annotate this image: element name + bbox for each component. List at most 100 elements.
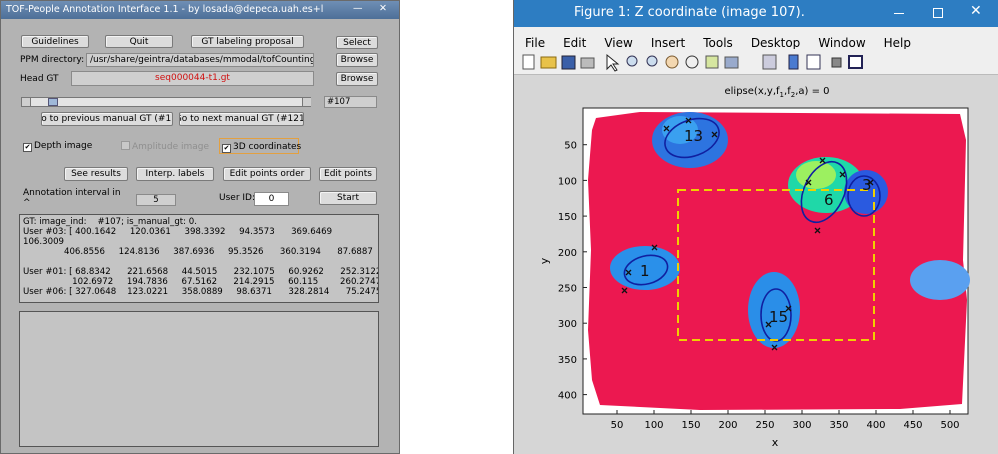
checkbox[interactable]: Amplitude image xyxy=(121,141,209,152)
zoom-out-icon[interactable] xyxy=(647,56,657,66)
y-tick-label: 250 xyxy=(558,284,577,295)
menu-item[interactable]: Help xyxy=(884,36,911,50)
minimize-button[interactable]: — xyxy=(353,3,363,14)
toolbar xyxy=(514,49,998,75)
rotate-icon[interactable] xyxy=(686,56,698,68)
y-tick-label: 350 xyxy=(558,355,577,366)
menu-item[interactable]: Desktop xyxy=(751,36,801,50)
menu-item[interactable]: View xyxy=(604,36,632,50)
zoom-in-icon[interactable] xyxy=(627,56,637,66)
gt-proposal-button[interactable]: GT labeling proposal xyxy=(191,35,304,48)
x-tick-label: 350 xyxy=(829,420,848,431)
prev-gt-button[interactable]: Go to previous manual GT (#1... xyxy=(41,112,173,126)
title-part: elipse(x,y,f xyxy=(725,86,781,97)
start-button[interactable]: Start xyxy=(319,191,377,205)
results-text-area[interactable]: GT: image_ind: #107; is_manual_gt: 0.Use… xyxy=(19,214,379,303)
checkbox-label: Amplitude image xyxy=(132,142,209,152)
text-line: 406.8556 124.8136 387.6936 95.3526 360.3… xyxy=(23,247,375,257)
checkbox[interactable]: ✔Depth image xyxy=(23,141,92,152)
hide-icon[interactable] xyxy=(832,58,841,67)
pointer-icon[interactable] xyxy=(607,55,618,71)
maximize-button[interactable] xyxy=(933,8,943,18)
x-tick-label: 500 xyxy=(940,420,959,431)
x-tick-label: 100 xyxy=(644,420,663,431)
browse-button[interactable]: Browse xyxy=(336,72,378,86)
text-line: 102.6972 194.7836 67.5162 214.2915 60.11… xyxy=(23,277,375,287)
interp-button[interactable]: Interp. labels xyxy=(136,167,214,181)
head-field[interactable]: seq000044-t1.gt xyxy=(71,71,314,86)
y-tick-label: 300 xyxy=(558,319,577,330)
person-label: 6 xyxy=(824,191,834,209)
minimize-button[interactable] xyxy=(894,13,904,14)
menu-item[interactable]: Window xyxy=(818,36,865,50)
x-tick-label: 200 xyxy=(718,420,737,431)
interval-label: Annotation interval in xyxy=(23,188,121,198)
text-line: User #06: [ 327.0648 123.0221 358.0889 9… xyxy=(23,287,375,297)
y-tick-label: 200 xyxy=(558,248,577,259)
quit-button[interactable]: Quit xyxy=(105,35,173,48)
interval-label: ^ xyxy=(23,198,31,208)
text-line: User #01: [ 68.8342 221.6568 44.5015 232… xyxy=(23,267,375,277)
new-icon[interactable] xyxy=(523,55,534,69)
text-line xyxy=(23,257,375,267)
checkbox[interactable]: ✔3D coordinates xyxy=(219,138,299,154)
x-tick-label: 400 xyxy=(866,420,885,431)
frame-field[interactable]: #107 xyxy=(324,96,377,108)
person-label: 15 xyxy=(769,308,788,326)
y-tick-label: 50 xyxy=(564,141,577,152)
window-title: TOF-People Annotation Interface 1.1 - by… xyxy=(6,4,323,15)
x-tick-label: 150 xyxy=(681,420,700,431)
text-line: GT: image_ind: #107; is_manual_gt: 0. xyxy=(23,217,375,227)
interval-field[interactable]: 5 xyxy=(136,194,176,206)
person-blob xyxy=(910,260,970,300)
person-blob xyxy=(796,161,836,189)
select-button[interactable]: Select xyxy=(336,36,378,49)
close-button[interactable]: ✕ xyxy=(379,3,387,14)
gui-window: TOF-People Annotation Interface 1.1 - by… xyxy=(0,0,400,454)
see-results-button[interactable]: See results xyxy=(64,167,128,181)
show-icon[interactable] xyxy=(849,56,862,68)
edit-order-button[interactable]: Edit points order xyxy=(223,167,311,181)
datacursor-icon[interactable] xyxy=(706,56,718,68)
window-title: Figure 1: Z coordinate (image 107). xyxy=(574,5,805,20)
save-icon[interactable] xyxy=(562,56,575,69)
colorbar-icon[interactable] xyxy=(789,55,798,69)
pan-icon[interactable] xyxy=(666,56,678,68)
open-icon[interactable] xyxy=(541,57,556,68)
user-field[interactable]: 0 xyxy=(254,192,289,206)
figure-titlebar: Figure 1: Z coordinate (image 107). ✕ xyxy=(514,0,998,27)
text-line: User #03: [ 400.1642 120.0361 398.3392 9… xyxy=(23,227,375,237)
y-tick-label: 150 xyxy=(558,212,577,223)
legend-icon[interactable] xyxy=(807,55,820,69)
x-tick-label: 250 xyxy=(755,420,774,431)
title-part: ,a) = 0 xyxy=(795,86,829,97)
edit-points-button[interactable]: Edit points xyxy=(319,167,377,181)
menu-item[interactable]: Insert xyxy=(651,36,685,50)
empty-text-area[interactable] xyxy=(19,311,379,447)
slider-arrow[interactable] xyxy=(22,98,31,106)
print-icon[interactable] xyxy=(581,58,594,68)
text-line: 106.3009 xyxy=(23,237,375,247)
ppm-field[interactable]: /usr/share/geintra/databases/mmodal/tofC… xyxy=(86,53,314,67)
x-tick-label: 300 xyxy=(792,420,811,431)
plot-title: elipse(x,y,f1,f2,a) = 0 xyxy=(725,86,830,99)
link-icon[interactable] xyxy=(763,55,776,69)
frame-slider[interactable] xyxy=(21,97,311,107)
screen: TOF-People Annotation Interface 1.1 - by… xyxy=(0,0,998,454)
slider-thumb[interactable] xyxy=(48,98,58,106)
y-tick-label: 100 xyxy=(558,176,577,187)
browse-button[interactable]: Browse xyxy=(336,53,378,67)
person-label: 3 xyxy=(862,176,872,194)
close-button[interactable]: ✕ xyxy=(970,3,982,19)
menu-item[interactable]: Tools xyxy=(703,36,733,50)
brush-icon[interactable] xyxy=(725,57,738,68)
next-gt-button[interactable]: Go to next manual GT (#121) xyxy=(179,112,304,126)
checkbox-label: Depth image xyxy=(34,141,92,151)
menu-item[interactable]: Edit xyxy=(563,36,586,50)
person-label: 1 xyxy=(640,262,650,280)
slider-arrow[interactable] xyxy=(302,98,311,106)
menu-item[interactable]: File xyxy=(525,36,545,50)
y-axis-label: y xyxy=(538,257,551,264)
guidelines-button[interactable]: Guidelines xyxy=(21,35,89,48)
x-tick-label: 450 xyxy=(903,420,922,431)
